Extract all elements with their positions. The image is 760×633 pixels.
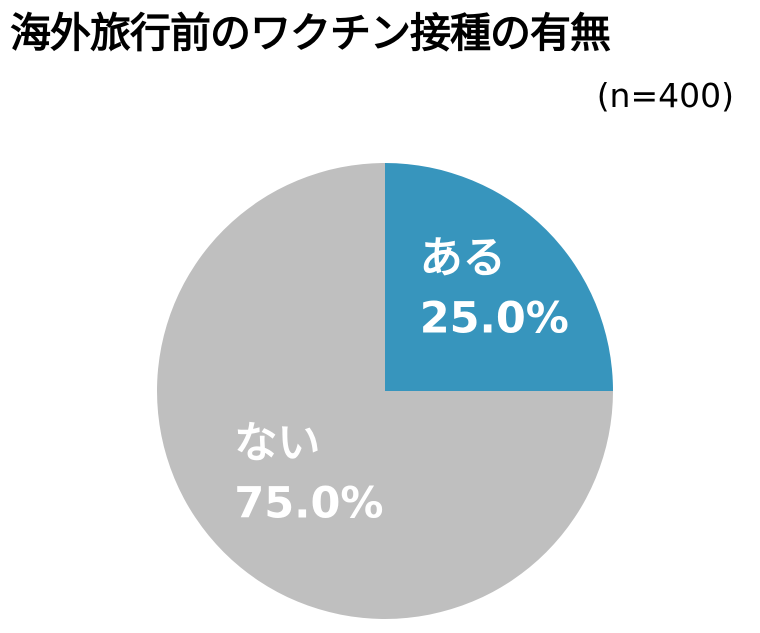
slice-name-label: ある [420,233,506,283]
pie-slices [157,163,613,619]
slice-name-label: ない [234,419,320,469]
chart-subtitle: (n=400) [596,76,734,115]
pie-labels: ある 25.0% ない 75.0% [234,233,569,528]
slice-value-label: 25.0% [420,293,569,343]
chart-title: 海外旅行前のワクチン接種の有無 [10,9,611,57]
slice-value-label: 75.0% [234,479,383,529]
pie-slice-2 [157,163,613,619]
pie-slice-1 [385,163,613,391]
